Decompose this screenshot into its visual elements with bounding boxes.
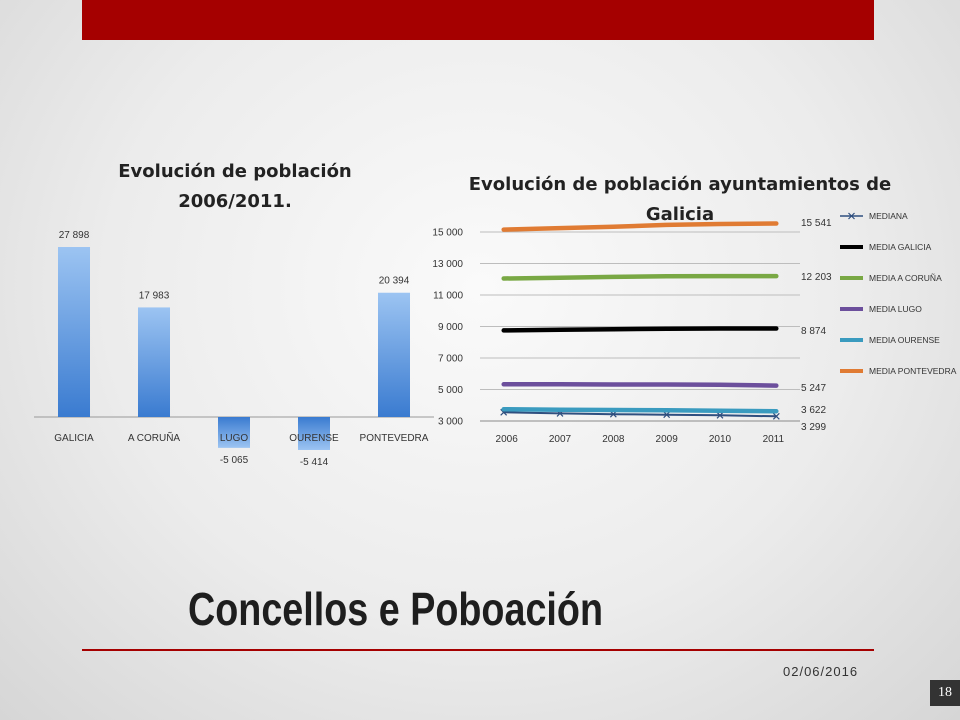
line-series-media-a-coruña [501,273,779,281]
top-accent-bar [82,0,874,40]
line-point-marker [500,408,508,416]
page-number: 18 [930,680,960,706]
bar-pontevedra [378,292,410,417]
line-y-tick-label: 11 000 [433,291,463,302]
bar-value-label: -5 414 [300,457,329,468]
line-series-mediana [502,411,778,418]
bar-value-label: 17 983 [139,290,170,301]
bar-category-label: GALICIA [54,433,94,444]
bar-value-label: 20 394 [379,276,410,287]
legend-label: MEDIA GALICIA [869,242,932,252]
line-y-tick-label: 5 000 [438,385,463,396]
line-x-tick-label: 2009 [656,434,679,445]
bar-ourense [298,417,330,450]
line-x-tick-label: 2010 [709,434,732,445]
line-point-marker [772,412,780,420]
footer-date: 02/06/2016 [783,664,859,679]
line-x-tick-label: 2007 [549,434,572,445]
footer-divider [82,649,874,651]
line-series-media-lugo [501,382,779,388]
line-end-value-label: 8 874 [801,326,826,337]
bar-chart-title: Evolución de población 2006/2011. [118,161,352,212]
line-point-marker [663,411,671,419]
legend-label: MEDIA A CORUÑA [869,273,942,283]
bar-category-label: A CORUÑA [128,431,181,444]
line-point-marker [556,410,564,417]
line-end-value-label: 3 299 [801,422,826,433]
legend-label: MEDIA PONTEVEDRA [869,366,957,376]
line-y-tick-label: 7 000 [438,354,463,365]
line-y-tick-label: 13 000 [432,259,463,270]
bar-category-label: LUGO [220,433,249,444]
bar-category-label: PONTEVEDRA [360,433,429,444]
bar-value-label: 27 898 [59,230,90,241]
bar-galicia [58,247,90,417]
line-end-value-label: 12 203 [801,272,832,283]
line-x-tick-label: 2011 [763,434,785,445]
line-end-value-label: 5 247 [801,383,826,394]
line-y-tick-label: 9 000 [438,322,463,333]
bar-value-label: -5 065 [220,455,249,466]
line-x-tick-label: 2006 [496,434,519,445]
line-y-tick-label: 3 000 [438,417,463,428]
legend-label: MEDIA OURENSE [869,335,940,345]
legend-label: MEDIA LUGO [869,304,922,314]
line-series-media-galicia [501,326,779,333]
bar-lugo [218,417,250,448]
line-series-media-ourense [501,406,779,414]
bar-a-coruña [138,307,170,417]
line-x-tick-label: 2008 [602,434,625,445]
line-chart-title: Evolución de población ayuntamientos de … [468,174,892,225]
bar-category-label: OURENSE [289,433,339,444]
line-point-marker [609,410,617,418]
line-point-marker [716,411,724,419]
slide-title: Concellos e Poboación [188,583,603,635]
line-end-value-label: 3 622 [801,405,826,416]
